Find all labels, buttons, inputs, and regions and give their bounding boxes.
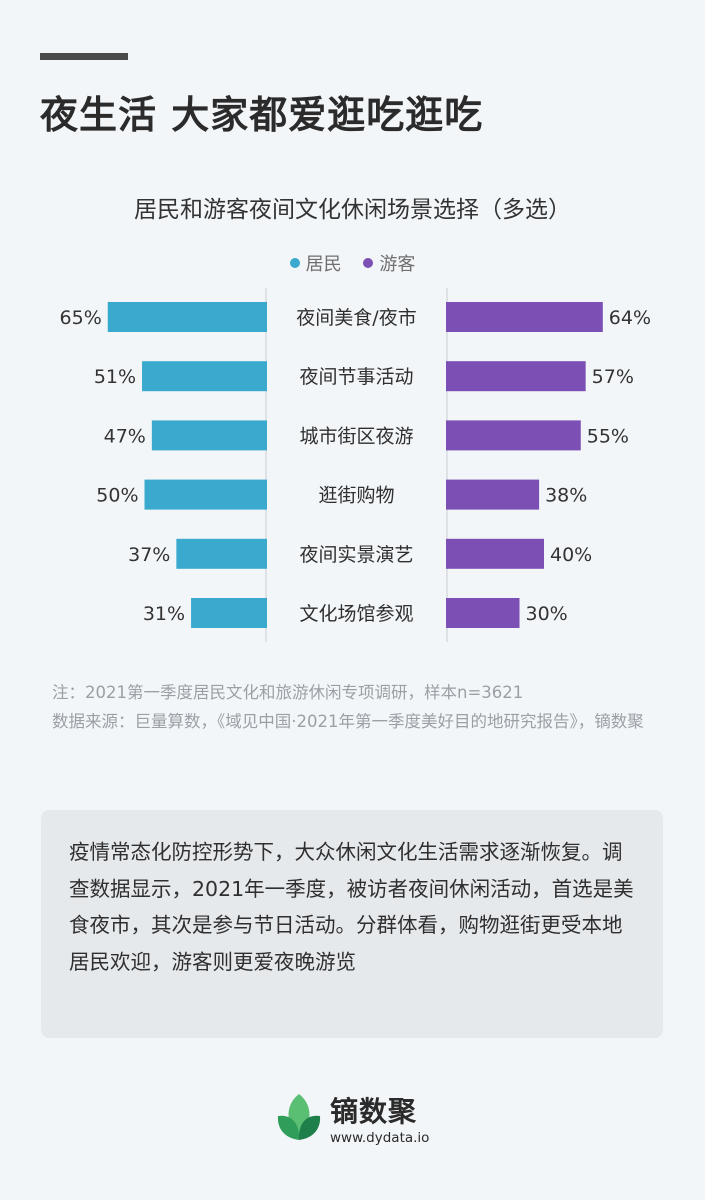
bar-residents — [142, 361, 267, 392]
value-label-tourists: 30% — [526, 603, 568, 625]
category-label: 逛街购物 — [318, 485, 394, 507]
bar-tourists — [446, 420, 581, 451]
value-label-residents: 31% — [143, 603, 185, 625]
legend-dot-residents — [289, 258, 300, 268]
value-label-tourists: 38% — [545, 485, 587, 507]
bar-tourists — [446, 361, 586, 392]
brand-url: www.dydata.io — [330, 1130, 430, 1146]
category-label: 夜间节事活动 — [299, 366, 413, 388]
brand-name: 镝数聚 — [330, 1095, 418, 1128]
chart-title: 居民和游客夜间文化休闲场景选择（多选） — [134, 197, 571, 223]
legend-item-residents: 居民 — [289, 250, 342, 276]
data-source: 数据来源：巨量算数，《域见中国·2021年第一季度美好目的地研究报告》，镝数聚 — [52, 712, 644, 731]
bar-residents — [144, 479, 267, 510]
value-label-tourists: 55% — [587, 425, 629, 447]
category-label: 城市街区夜游 — [299, 425, 413, 447]
value-label-tourists: 40% — [550, 544, 592, 566]
legend-label-residents: 居民 — [305, 254, 342, 275]
value-label-residents: 51% — [94, 366, 136, 388]
butterfly-bar-chart: 65% 夜间美食/夜市 64% 51% 夜间节事活动 57% 47% 城市街区夜游 55% 50%… — [60, 288, 651, 642]
value-label-residents: 50% — [96, 485, 138, 507]
bar-tourists — [446, 302, 603, 332]
legend-item-tourists: 游客 — [363, 250, 415, 276]
value-label-tourists: 57% — [592, 366, 634, 388]
category-label: 夜间实景演艺 — [299, 544, 413, 566]
brand-logo: 镝数聚 www.dydata.io — [274, 1090, 444, 1150]
value-label-tourists: 64% — [609, 307, 651, 329]
bar-residents — [107, 302, 267, 332]
summary-text: 疫情常态化防控形势下，大众休闲文化生活需求逐渐恢复。调查数据显示，2021年一季… — [69, 840, 634, 974]
value-label-residents: 65% — [60, 307, 102, 329]
survey-note: 注：2021第一季度居民文化和旅游休闲专项调研，样本n=3621 — [52, 683, 524, 702]
category-label: 夜间美食/夜市 — [296, 307, 416, 329]
page-title: 夜生活 大家都爱逛吃逛吃 — [40, 93, 484, 137]
leaf-logo-icon — [277, 1094, 321, 1140]
summary-box: 疫情常态化防控形势下，大众休闲文化生活需求逐渐恢复。调查数据显示，2021年一季… — [41, 810, 663, 1038]
bar-residents — [191, 598, 267, 628]
bar-tourists — [446, 538, 544, 569]
legend-dot-tourists — [363, 258, 374, 268]
bar-tourists — [446, 598, 520, 628]
bar-tourists — [446, 479, 540, 510]
legend-label-tourists: 游客 — [379, 254, 416, 275]
category-label: 文化场馆参观 — [299, 603, 413, 625]
bar-residents — [176, 538, 267, 569]
value-label-residents: 37% — [128, 544, 170, 566]
chart-legend: 居民 游客 — [0, 250, 705, 276]
bar-residents — [151, 420, 267, 451]
value-label-residents: 47% — [104, 425, 146, 447]
title-accent-bar — [40, 53, 128, 60]
source-notes: 注：2021第一季度居民文化和旅游休闲专项调研，样本n=3621 数据来源：巨量… — [52, 678, 672, 736]
